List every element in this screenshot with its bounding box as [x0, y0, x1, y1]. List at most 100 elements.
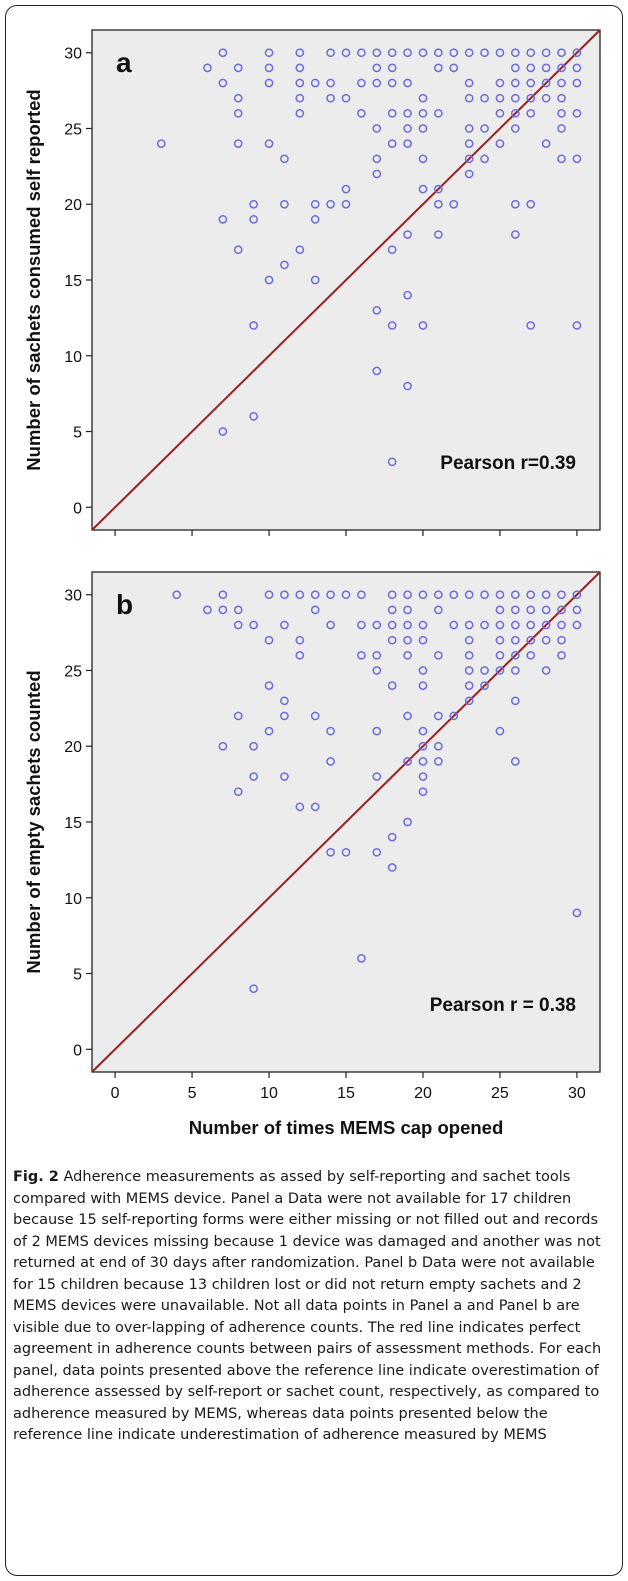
- panel-a-data-point: [526, 93, 536, 103]
- panel-b-data-point: [526, 590, 536, 600]
- panel-a-data-point: [372, 154, 382, 164]
- panel-b-data-point: [557, 590, 566, 600]
- panel-b-data-point: [403, 817, 412, 827]
- panel-b-xtick-label: 0: [111, 1085, 120, 1102]
- panel-a-data-point: [418, 108, 428, 118]
- panel-b-data-point: [403, 590, 412, 600]
- panel-b-data-point: [280, 711, 289, 721]
- panel-a-data-point: [357, 78, 366, 88]
- panel-a-data-point: [464, 93, 474, 103]
- panel-a-data-point: [264, 275, 274, 285]
- panel-a-data-point: [572, 108, 582, 118]
- panel-a-data-point: [526, 321, 536, 330]
- panel-a-data-point: [341, 48, 351, 58]
- panel-b-data-point: [264, 590, 274, 600]
- panel-a-data-point: [341, 199, 351, 209]
- panel-b-data-point: [510, 666, 520, 675]
- panel-a-data-point: [403, 139, 412, 148]
- panel-a-ytick-label: 20: [64, 197, 82, 214]
- panel-a-data-point: [403, 381, 412, 391]
- panel-a-data-point: [387, 321, 397, 330]
- panel-b-ytick-label: 30: [64, 588, 82, 605]
- panel-a-data-point: [403, 108, 412, 118]
- panel-b-data-point: [418, 635, 428, 645]
- panel-a-data-point: [526, 199, 536, 209]
- panel-b-data-point: [418, 741, 428, 751]
- panel-b-data-point: [449, 711, 459, 721]
- panel-b-data-point: [434, 741, 443, 751]
- panel-a-ytick-label: 30: [64, 46, 82, 63]
- panel-b-xtick-label: 5: [188, 1085, 197, 1102]
- panel-b-data-point: [418, 726, 428, 736]
- panel-b-data-point: [218, 605, 228, 615]
- panel-a-data-point: [233, 63, 243, 73]
- panel-b-ylabel: Number of empty sachets counted: [23, 670, 44, 973]
- panel-b-data-point: [510, 757, 520, 766]
- panel-b-data-point: [495, 590, 505, 600]
- panel-a-data-point: [541, 63, 551, 73]
- panel-a-data-point: [495, 48, 505, 58]
- panel-a-ytick-label: 10: [64, 349, 82, 366]
- panel-a-data-point: [464, 169, 474, 179]
- panel-a-data-point: [249, 199, 258, 209]
- panel-b-data-point: [280, 620, 289, 630]
- panel-b-data-point: [418, 666, 428, 675]
- panel-b-data-point: [541, 635, 551, 645]
- panel-b-data-point: [541, 620, 551, 630]
- panel-b-data-point: [218, 741, 228, 751]
- panel-b-data-point: [264, 726, 274, 736]
- panel-a-data-point: [495, 78, 505, 88]
- panel-a-data-point: [495, 93, 505, 103]
- panel-b-ytick-label: 15: [64, 815, 82, 832]
- panel-a-data-point: [418, 154, 428, 164]
- panel-b-data-point: [372, 772, 382, 781]
- panel-a-data-point: [418, 321, 428, 330]
- panel-b-data-point: [233, 787, 243, 797]
- panel-b-data-point: [280, 590, 289, 600]
- panel-b-data-point: [434, 711, 443, 721]
- panel-a-data-point: [264, 48, 274, 58]
- panel-a-data-point: [233, 108, 243, 118]
- panel-b-data-point: [310, 802, 320, 812]
- panel-a-data-point: [572, 321, 582, 330]
- panel-a-data-point: [510, 93, 520, 103]
- panel-a-data-point: [249, 321, 258, 330]
- panel-a-data-point: [280, 260, 289, 270]
- panel-b-xtick-label: 15: [337, 1085, 355, 1102]
- panel-a-data-point: [264, 139, 274, 148]
- panel-a-data-point: [295, 245, 305, 255]
- panel-a-data-point: [372, 305, 382, 315]
- panel-a-data-point: [480, 124, 489, 133]
- panel-b-reference-line: [91, 571, 601, 1073]
- panel-a-data-point: [464, 78, 474, 88]
- panel-b-data-point: [557, 620, 566, 630]
- panel-a-data-point: [341, 184, 351, 194]
- panel-a-data-point: [403, 78, 412, 88]
- panel-b-data-point: [480, 666, 489, 675]
- panel-b-data-point: [541, 590, 551, 600]
- panel-a-data-point: [495, 139, 505, 148]
- panel-b-data-point: [249, 620, 258, 630]
- panel-a-data-point: [310, 78, 320, 88]
- panel-b-data-point: [480, 590, 489, 600]
- panel-b-data-point: [326, 757, 335, 766]
- panel-a-data-point: [510, 63, 520, 73]
- panel-a-data-point: [434, 230, 443, 239]
- panel-b-ytick-label: 10: [64, 891, 82, 908]
- panel-a-data-point: [480, 154, 489, 164]
- panel-b-data-point: [387, 681, 397, 690]
- panel-b-data-point: [434, 590, 443, 600]
- panel-b-data-point: [464, 666, 474, 675]
- panel-b-data-point: [464, 620, 474, 630]
- panel-b-data-point: [495, 635, 505, 645]
- panel-a-data-point: [418, 184, 428, 194]
- panel-b-data-point: [495, 726, 505, 736]
- panel-b-xtick-label: 25: [491, 1085, 509, 1102]
- panel-a-data-point: [233, 93, 243, 103]
- panel-a-data-point: [480, 48, 489, 58]
- panel-b-data-point: [218, 590, 228, 600]
- panel-a-data-point: [418, 124, 428, 133]
- panel-b-data-point: [557, 650, 566, 660]
- panel-b-label: b: [116, 589, 133, 620]
- panel-a-data-point: [557, 78, 566, 88]
